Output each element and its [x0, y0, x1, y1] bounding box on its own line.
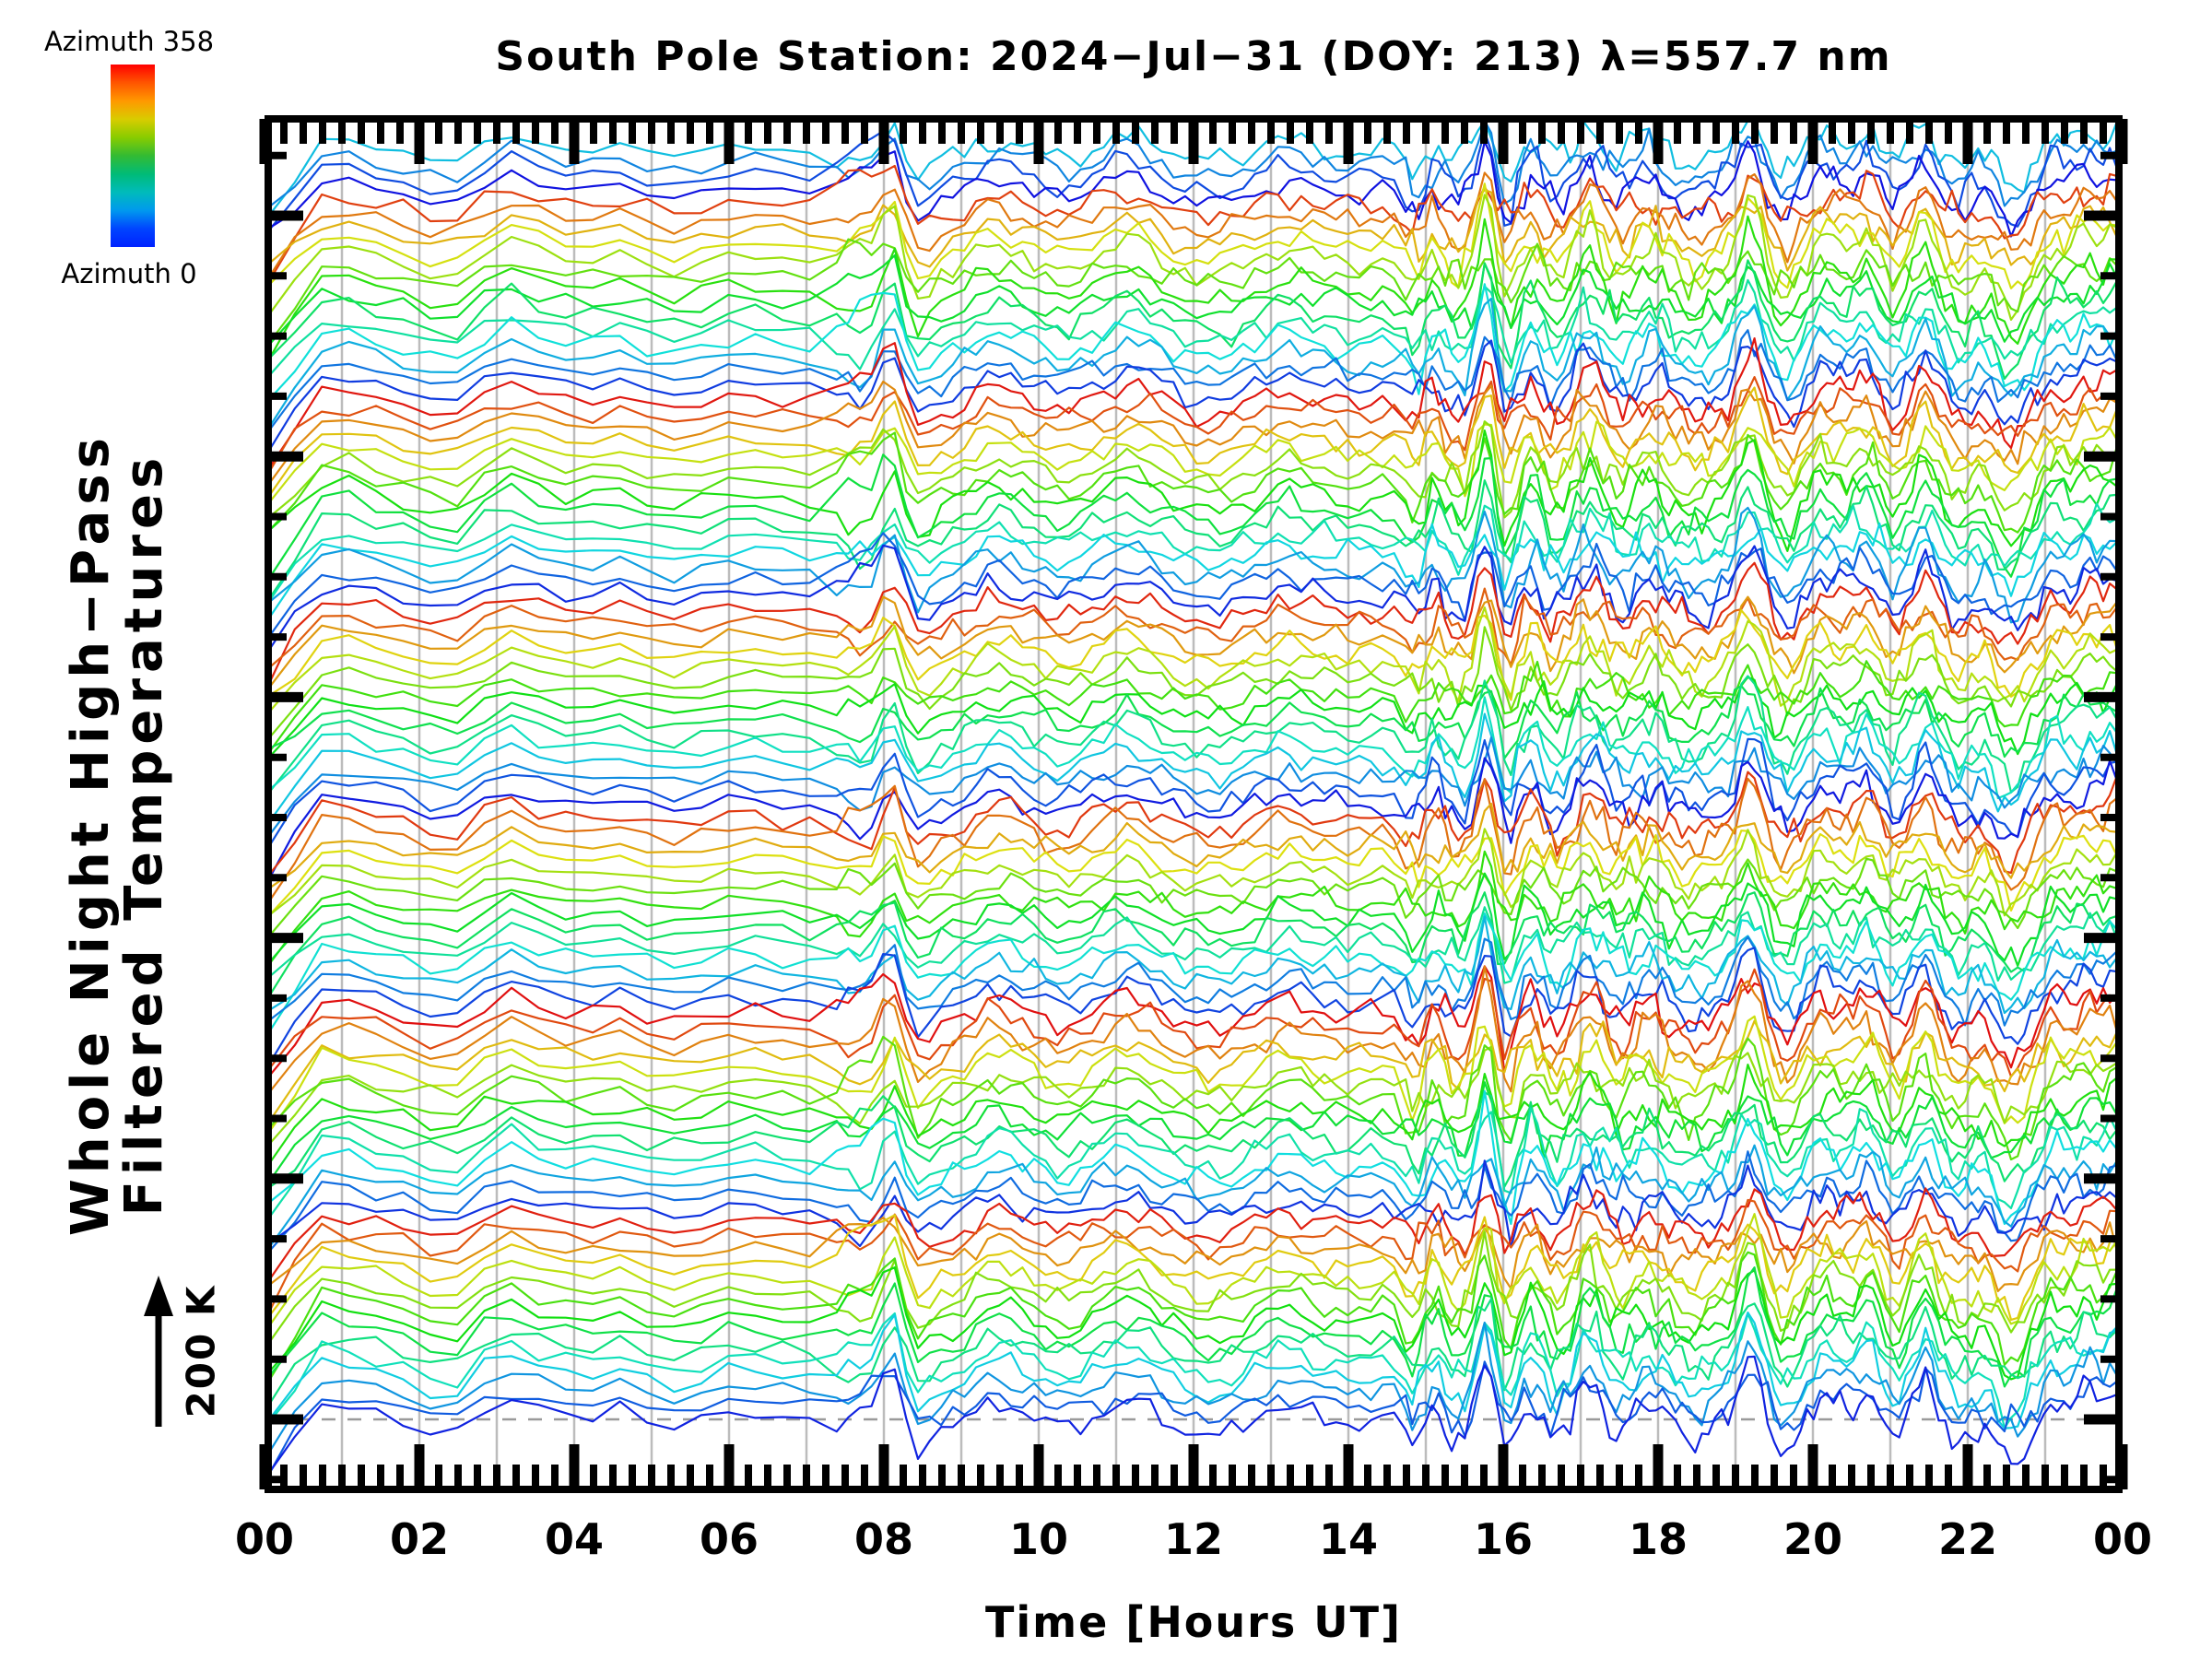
- temperature-trace: [269, 544, 2118, 653]
- temperature-trace: [269, 587, 2118, 669]
- temperature-trace: [269, 935, 2118, 1027]
- temperature-trace: [269, 1251, 2118, 1382]
- temperature-trace: [269, 1321, 2118, 1454]
- x-tick-label: 14: [1318, 1514, 1378, 1564]
- temperature-trace: [269, 1214, 2118, 1322]
- temperature-trace: [269, 1035, 2118, 1161]
- temperature-trace: [269, 194, 2118, 321]
- temperature-trace: [269, 1212, 2118, 1328]
- temperature-trace: [269, 857, 2118, 938]
- temperature-trace: [269, 420, 2118, 519]
- axis-major-ticks: [259, 119, 2128, 1489]
- temperature-trace: [269, 675, 2118, 794]
- temperature-trace: [269, 891, 2118, 998]
- temperature-trace: [269, 429, 2118, 553]
- temperature-trace: [269, 380, 2118, 486]
- x-tick-label: 02: [389, 1514, 449, 1564]
- temperature-trace: [269, 431, 2118, 534]
- temperature-trace: [269, 606, 2118, 714]
- x-tick-label: 10: [1008, 1514, 1068, 1564]
- x-axis-title: Time [Hours UT]: [985, 1597, 1402, 1647]
- temperature-trace: [269, 298, 2118, 429]
- temperature-trace: [269, 1187, 2118, 1282]
- temperature-trace: [269, 757, 2118, 881]
- x-tick-label: 00: [234, 1514, 294, 1564]
- temperature-trace: [269, 188, 2118, 272]
- temperature-trace: [269, 238, 2118, 345]
- temperature-trace: [269, 453, 2118, 581]
- scale-arrow-head: [144, 1276, 173, 1316]
- temperature-trace: [269, 1217, 2118, 1293]
- temperature-trace: [269, 965, 2118, 1078]
- x-tick-label: 04: [544, 1514, 604, 1564]
- temperature-trace: [269, 968, 2118, 1078]
- x-tick-label: 16: [1473, 1514, 1533, 1564]
- temperature-trace: [269, 502, 2118, 604]
- temperature-trace: [269, 777, 2118, 903]
- temperature-trace: [269, 965, 2118, 1095]
- scale-arrow-label: 200 K: [178, 1284, 224, 1418]
- axis-minor-ticks: [268, 119, 2119, 1489]
- temperature-trace: [269, 1198, 2118, 1315]
- x-tick-label: 06: [699, 1514, 759, 1564]
- temperature-trace: [269, 1144, 2118, 1250]
- temperature-trace: [269, 912, 2118, 1034]
- temperature-trace: [269, 696, 2118, 800]
- temperature-trace: [269, 337, 2118, 470]
- temperature-trace: [269, 1266, 2118, 1381]
- temperature-trace: [269, 1312, 2118, 1430]
- temperature-trace: [269, 660, 2118, 754]
- temperature-trace: [269, 130, 2118, 232]
- temperature-trace: [269, 1265, 2118, 1388]
- temperature-trace: [269, 1015, 2118, 1134]
- temperature-trace: [269, 164, 2118, 284]
- colorbar-max-label: Azimuth 358: [43, 26, 215, 57]
- temperature-trace: [269, 479, 2118, 601]
- traces-group: [269, 120, 2118, 1477]
- x-tick-label: 00: [2092, 1514, 2152, 1564]
- temperature-trace: [269, 140, 2118, 238]
- temperature-trace: [269, 830, 2118, 917]
- temperature-trace: [269, 1355, 2118, 1475]
- x-tick-label: 18: [1628, 1514, 1688, 1564]
- colorbar-min-label: Azimuth 0: [61, 258, 197, 289]
- temperature-trace: [269, 1230, 2118, 1345]
- temperature-trace: [269, 1298, 2118, 1406]
- temperature-trace: [269, 771, 2118, 877]
- temperature-trace: [269, 828, 2118, 917]
- x-tick-label: 20: [1783, 1514, 1842, 1564]
- temperature-trace: [269, 1063, 2118, 1166]
- temperature-trace: [269, 736, 2118, 838]
- temperature-trace: [269, 254, 2118, 347]
- temperature-trace: [269, 1045, 2118, 1147]
- temperature-trace: [269, 676, 2118, 759]
- temperature-trace: [269, 712, 2118, 824]
- temperature-trace: [269, 171, 2118, 279]
- x-tick-label: 08: [853, 1514, 913, 1564]
- temperature-trace: [269, 1159, 2118, 1249]
- temperature-trace: [269, 947, 2118, 1066]
- temperature-trace: [269, 685, 2118, 759]
- temperature-trace: [269, 506, 2118, 624]
- temperature-trace: [269, 522, 2118, 620]
- x-tick-label: 22: [1937, 1514, 1997, 1564]
- temperature-trace: [269, 339, 2118, 453]
- temperature-trace: [269, 1089, 2118, 1226]
- temperature-trace: [269, 595, 2118, 689]
- temperature-trace: [269, 1107, 2118, 1219]
- temperature-trace: [269, 1311, 2118, 1430]
- temperature-trace: [269, 182, 2118, 289]
- chart-title: South Pole Station: 2024−Jul−31 (DOY: 21…: [495, 33, 1892, 80]
- temperature-trace: [269, 283, 2118, 402]
- temperature-trace: [269, 376, 2118, 475]
- temperature-trace: [269, 906, 2118, 984]
- temperature-trace: [269, 259, 2118, 380]
- temperature-trace: [269, 915, 2118, 1015]
- x-tick-label: 12: [1163, 1514, 1223, 1564]
- colorbar-gradient: [111, 65, 155, 247]
- temperature-trace: [269, 420, 2118, 505]
